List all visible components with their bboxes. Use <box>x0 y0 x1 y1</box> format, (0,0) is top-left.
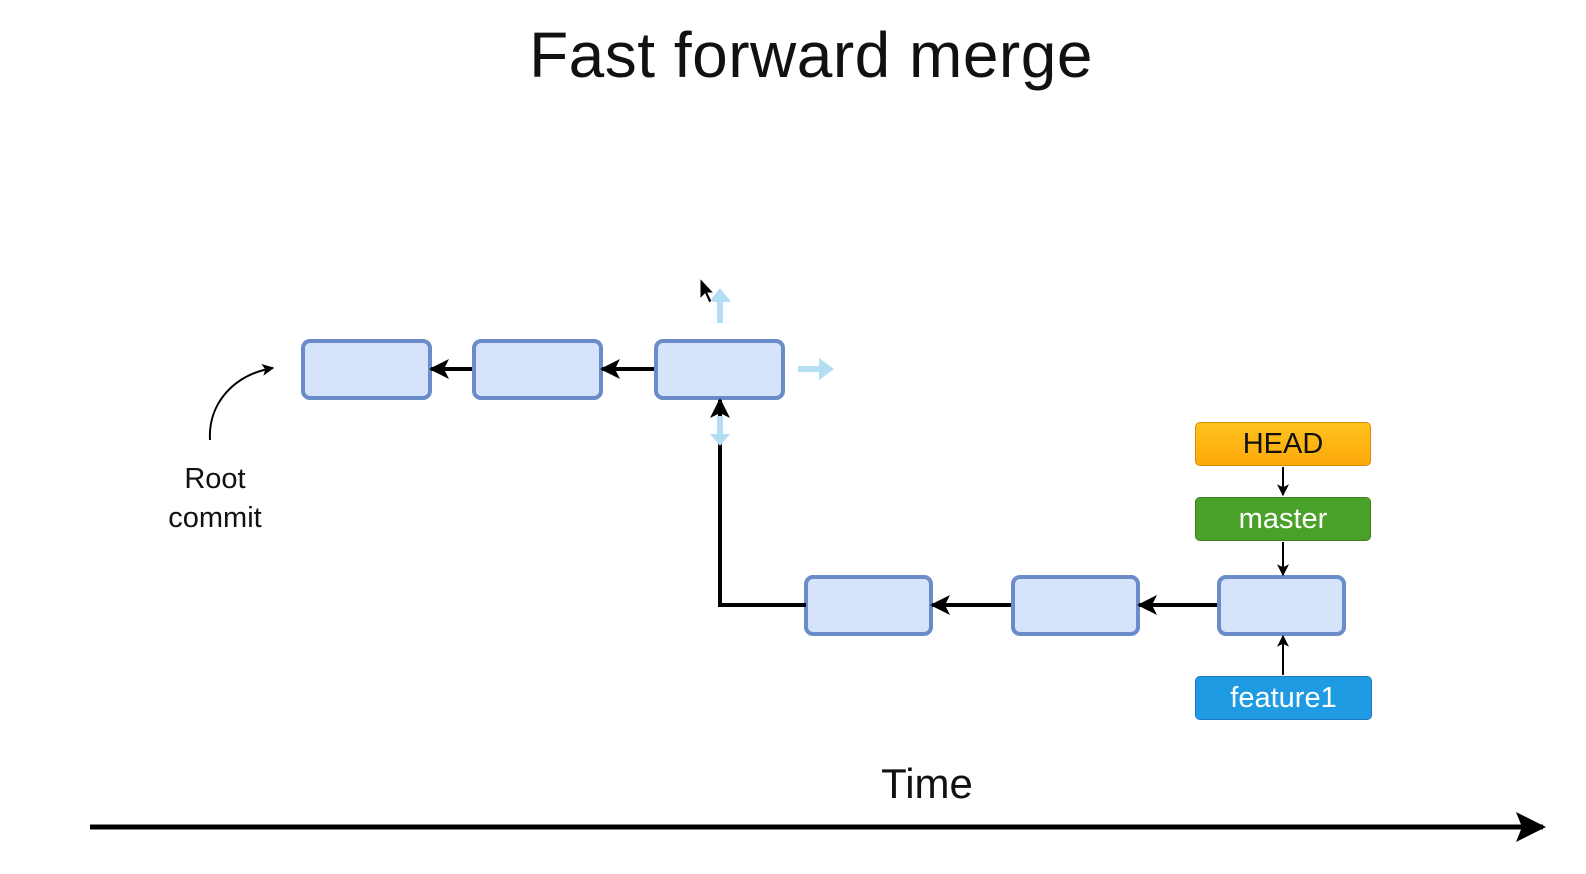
root-label-line1: Root <box>184 463 246 495</box>
parent-arrow-feature1-to-3 <box>710 398 806 607</box>
time-axis-label: Time <box>881 760 973 807</box>
commit-3-selected[interactable] <box>654 339 785 400</box>
ref-feature1-branch: feature1 <box>1195 676 1372 720</box>
ref-master-branch: master <box>1195 497 1371 541</box>
ref-head: HEAD <box>1195 422 1371 466</box>
commit-feature-3 <box>1217 575 1346 636</box>
resize-handle-up-icon[interactable] <box>709 288 731 323</box>
resize-handle-right-icon[interactable] <box>798 358 834 380</box>
ref-feature1-label: feature1 <box>1230 681 1337 714</box>
root-label-line2: commit <box>168 502 262 534</box>
commit-root <box>301 339 432 400</box>
root-commit-label: Root commit <box>150 460 280 538</box>
root-commit-pointer-arrow <box>208 363 275 441</box>
ref-head-label: HEAD <box>1242 427 1324 460</box>
commit-feature-2 <box>1011 575 1140 636</box>
commit-feature-1 <box>804 575 933 636</box>
ref-master-label: master <box>1238 502 1328 535</box>
slide-title: Fast forward merge <box>529 19 1093 91</box>
commit-2 <box>472 339 603 400</box>
cursor-icon <box>699 276 716 304</box>
resize-handle-down-icon[interactable] <box>710 416 730 446</box>
